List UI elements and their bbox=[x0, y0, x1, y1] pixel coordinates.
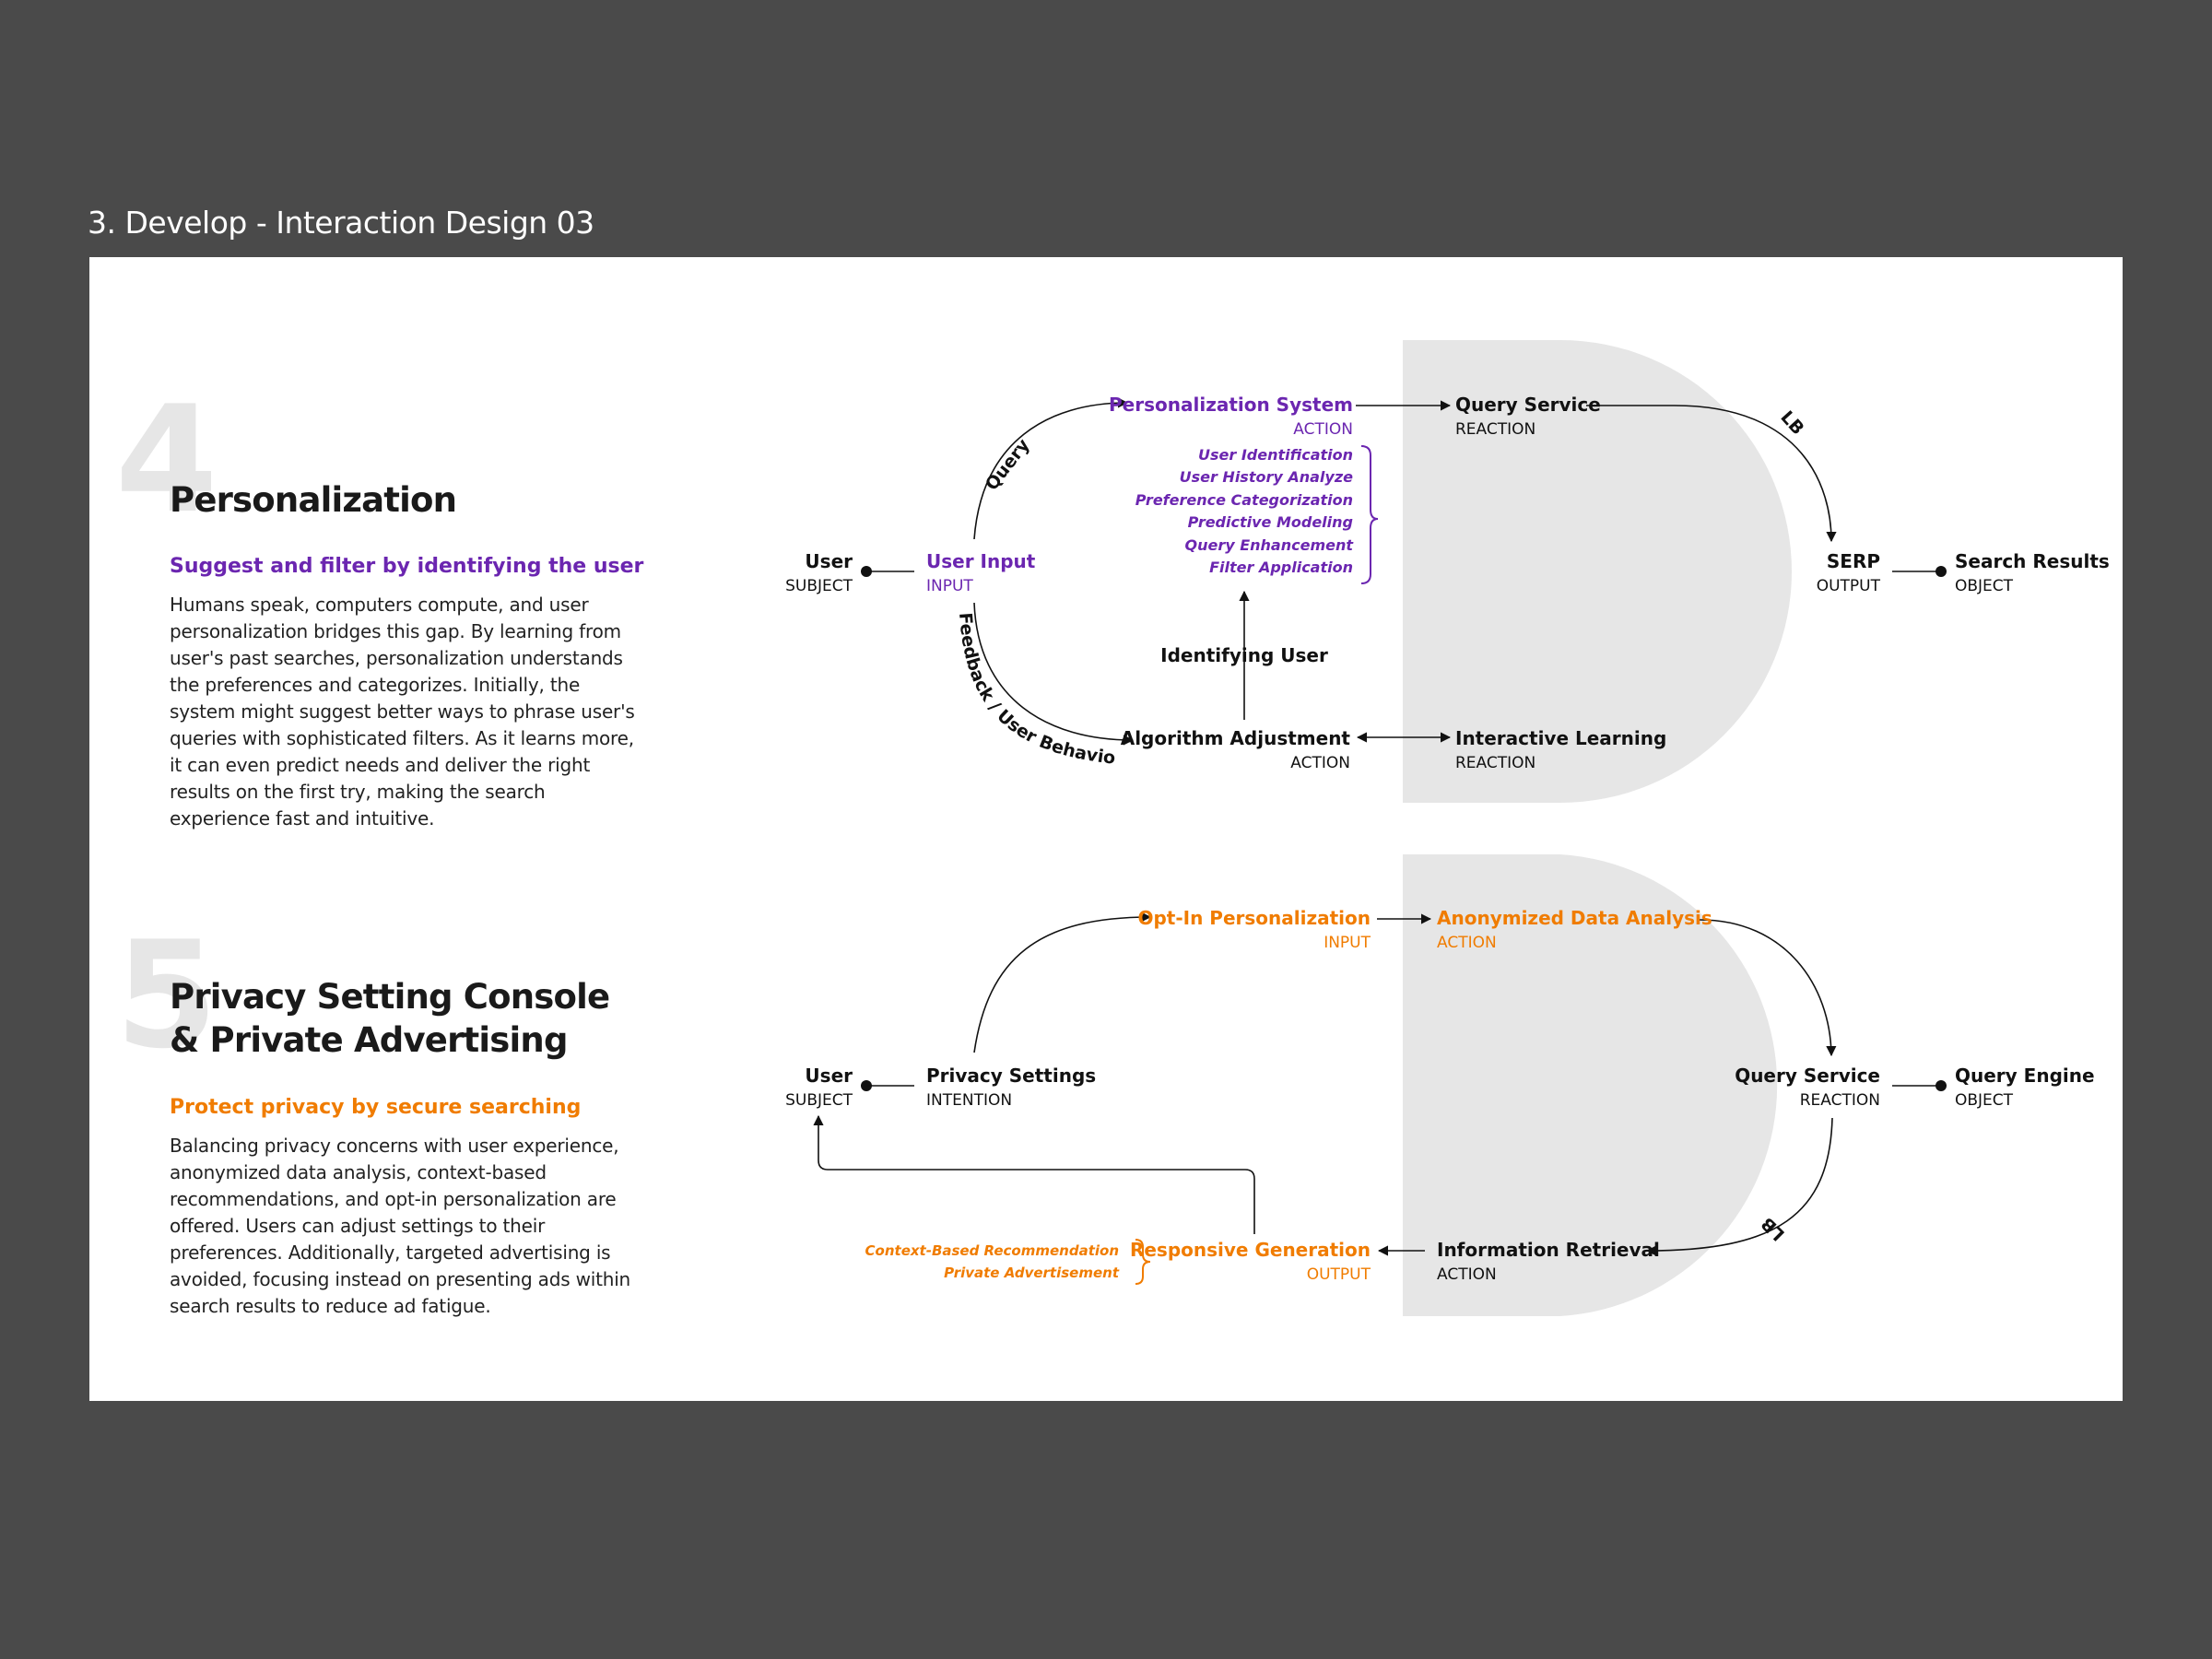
function-item: Query Enhancement bbox=[1184, 536, 1354, 554]
node-user-input: User Input bbox=[926, 550, 1036, 572]
node-opt-in-personalization: Opt-In Personalization bbox=[1137, 907, 1371, 929]
section-title: Personalization bbox=[170, 478, 457, 522]
connector-dot bbox=[1936, 1080, 1947, 1091]
edge-label-query: Query bbox=[982, 435, 1034, 495]
node-identifying-user: Identifying User bbox=[1160, 644, 1328, 666]
node-algorithm-adjustment-role: ACTION bbox=[1290, 754, 1350, 772]
node-user: User bbox=[805, 1065, 853, 1087]
node-personalization-system-role: ACTION bbox=[1293, 420, 1353, 439]
node-query-engine-role: OBJECT bbox=[1955, 1091, 2014, 1110]
edge-label-feedback: Feedback / User Behavior bbox=[89, 257, 1116, 769]
content-card: 4 Personalization Suggest and filter by … bbox=[89, 257, 2123, 1401]
node-user-input-role: INPUT bbox=[926, 577, 973, 595]
node-privacy-settings-role: INTENTION bbox=[926, 1091, 1012, 1110]
query-to-retrieval-arrow bbox=[1645, 1117, 1833, 1256]
anonymized-to-query-arrow bbox=[1699, 919, 1837, 1057]
section-title-line: & Private Advertising bbox=[170, 1020, 568, 1060]
reaction-panel bbox=[1403, 340, 1792, 803]
node-interactive-learning-role: REACTION bbox=[1455, 754, 1535, 772]
node-serp-role: OUTPUT bbox=[1817, 577, 1881, 595]
output-item: Context-Based Recommendation bbox=[865, 1242, 1119, 1259]
feedback-arrow bbox=[973, 602, 1135, 746]
section-subtitle: Suggest and filter by identifying the us… bbox=[170, 555, 644, 578]
section-title: Privacy Setting Console & Private Advert… bbox=[170, 975, 610, 1062]
node-responsive-generation-role: OUTPUT bbox=[1307, 1265, 1371, 1284]
node-search-results: Search Results bbox=[1955, 550, 2110, 572]
page-title: 3. Develop - Interaction Design 03 bbox=[88, 205, 594, 241]
node-personalization-system: Personalization System bbox=[1109, 394, 1353, 416]
connector-dot bbox=[1936, 566, 1947, 577]
section-title-line: Privacy Setting Console bbox=[170, 977, 610, 1017]
node-query-service: Query Service bbox=[1455, 394, 1601, 416]
node-anonymized-data-analysis: Anonymized Data Analysis bbox=[1437, 907, 1712, 929]
reaction-panel bbox=[1403, 854, 1778, 1316]
section-number: 4 bbox=[115, 373, 218, 546]
node-information-retrieval-role: ACTION bbox=[1437, 1265, 1497, 1284]
privacy-to-optin-arrow bbox=[973, 912, 1152, 1053]
function-item: User Identification bbox=[1198, 446, 1353, 464]
node-responsive-generation: Responsive Generation bbox=[1130, 1239, 1371, 1261]
edge-label-lb: LB bbox=[1758, 1213, 1789, 1244]
node-serp: SERP bbox=[1827, 550, 1880, 572]
section-body: Humans speak, computers compute, and use… bbox=[170, 594, 635, 830]
node-user: User bbox=[805, 550, 853, 572]
node-privacy-settings: Privacy Settings bbox=[926, 1065, 1096, 1087]
personalization-diagram: Query Feedback / User Behavior LB User S… bbox=[89, 257, 2110, 803]
outputs-brace bbox=[1135, 1239, 1151, 1285]
node-interactive-learning: Interactive Learning bbox=[1455, 727, 1666, 749]
section-number: 5 bbox=[115, 909, 218, 1081]
section-subtitle: Protect privacy by secure searching bbox=[170, 1096, 582, 1119]
node-query-service: Query Service bbox=[1735, 1065, 1880, 1087]
functions-brace bbox=[1360, 445, 1379, 584]
node-query-service-role: REACTION bbox=[1800, 1091, 1880, 1110]
section-title-line: Personalization bbox=[170, 480, 457, 520]
query-arrow bbox=[973, 397, 1129, 540]
node-user-role: SUBJECT bbox=[785, 577, 853, 595]
section-body: Balancing privacy concerns with user exp… bbox=[170, 1135, 631, 1317]
function-item: Filter Application bbox=[1209, 559, 1353, 576]
function-item: User History Analyze bbox=[1180, 468, 1354, 486]
output-list: Context-Based Recommendation Private Adv… bbox=[865, 1242, 1120, 1281]
function-item: Preference Categorization bbox=[1135, 491, 1353, 509]
output-item: Private Advertisement bbox=[944, 1265, 1120, 1281]
node-algorithm-adjustment: Algorithm Adjustment bbox=[1121, 727, 1351, 749]
node-search-results-role: OBJECT bbox=[1955, 577, 2014, 595]
generation-to-user-arrow bbox=[813, 1114, 1255, 1234]
node-query-service-role: REACTION bbox=[1455, 420, 1535, 439]
query-to-serp-arrow bbox=[1586, 405, 1837, 543]
function-item: Predictive Modeling bbox=[1188, 513, 1353, 531]
node-information-retrieval: Information Retrieval bbox=[1437, 1239, 1660, 1261]
privacy-diagram: LB User SUBJECT Privacy Settings INTENTI… bbox=[785, 854, 2095, 1316]
node-anonymized-data-analysis-role: ACTION bbox=[1437, 934, 1497, 952]
interaction-diagrams: Query Feedback / User Behavior LB User S… bbox=[89, 257, 2110, 1316]
node-user-role: SUBJECT bbox=[785, 1091, 853, 1110]
node-query-engine: Query Engine bbox=[1955, 1065, 2095, 1087]
function-list: User Identification User History Analyze… bbox=[1135, 446, 1355, 576]
node-opt-in-personalization-role: INPUT bbox=[1324, 934, 1371, 952]
